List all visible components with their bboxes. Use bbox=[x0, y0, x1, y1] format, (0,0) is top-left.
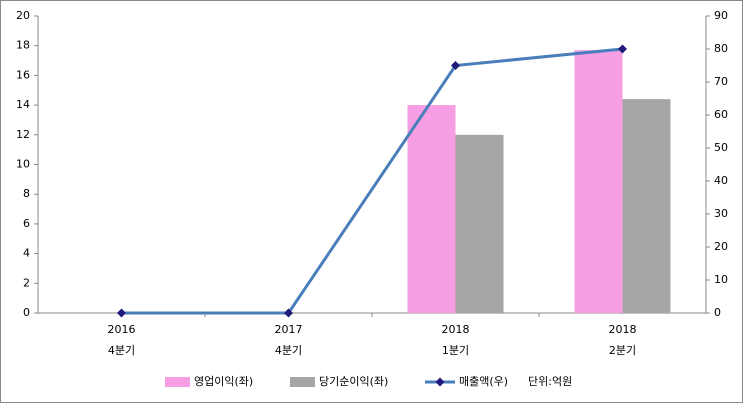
y2-tick-label: 20 bbox=[714, 240, 728, 253]
y-tick-label: 12 bbox=[16, 128, 30, 141]
y-tick-label: 18 bbox=[16, 39, 30, 52]
y2-tick-label: 90 bbox=[714, 9, 728, 22]
legend-swatch bbox=[165, 377, 190, 387]
x-tick-label: 4분기 bbox=[108, 344, 135, 357]
line-marker bbox=[451, 61, 460, 70]
legend-label: 영업이익(좌) bbox=[194, 375, 253, 388]
x-tick-label: 2분기 bbox=[609, 344, 636, 357]
y-tick-label: 14 bbox=[16, 98, 30, 111]
y-tick-label: 10 bbox=[16, 158, 30, 171]
y2-tick-label: 70 bbox=[714, 75, 728, 88]
x-tick-label: 2018 bbox=[442, 323, 470, 336]
x-tick-label: 2017 bbox=[275, 323, 303, 336]
bar bbox=[574, 50, 623, 313]
unit-note: 단위:억원 bbox=[528, 375, 572, 388]
legend-swatch bbox=[290, 377, 315, 387]
y2-tick-label: 0 bbox=[714, 306, 721, 319]
legend-label: 당기순이익(좌) bbox=[319, 375, 388, 388]
x-tick-label: 2016 bbox=[108, 323, 136, 336]
y2-tick-label: 10 bbox=[714, 273, 728, 286]
line bbox=[121, 47, 623, 315]
y-tick-label: 2 bbox=[23, 276, 30, 289]
y2-tick-label: 60 bbox=[714, 108, 728, 121]
bar bbox=[455, 134, 504, 313]
legend-label: 매출액(우) bbox=[459, 375, 508, 388]
bar bbox=[622, 99, 671, 313]
legend-marker bbox=[435, 377, 445, 387]
x-tick-label: 4분기 bbox=[275, 344, 302, 357]
line-marker bbox=[117, 308, 126, 318]
x-tick-label: 2018 bbox=[609, 323, 637, 336]
y-tick-label: 8 bbox=[23, 187, 30, 200]
line-marker bbox=[618, 44, 627, 54]
x-tick-label: 1분기 bbox=[442, 344, 469, 357]
y-tick-label: 6 bbox=[23, 217, 30, 230]
line-marker bbox=[284, 308, 293, 318]
bar bbox=[407, 105, 456, 313]
y2-tick-label: 30 bbox=[714, 207, 728, 220]
y2-tick-label: 50 bbox=[714, 141, 728, 154]
y2-tick-label: 40 bbox=[714, 174, 728, 187]
y-tick-label: 4 bbox=[23, 247, 30, 260]
y-tick-label: 0 bbox=[23, 306, 30, 319]
y2-tick-label: 80 bbox=[714, 42, 728, 55]
y-tick-label: 20 bbox=[16, 9, 30, 22]
y-tick-label: 16 bbox=[16, 68, 30, 81]
